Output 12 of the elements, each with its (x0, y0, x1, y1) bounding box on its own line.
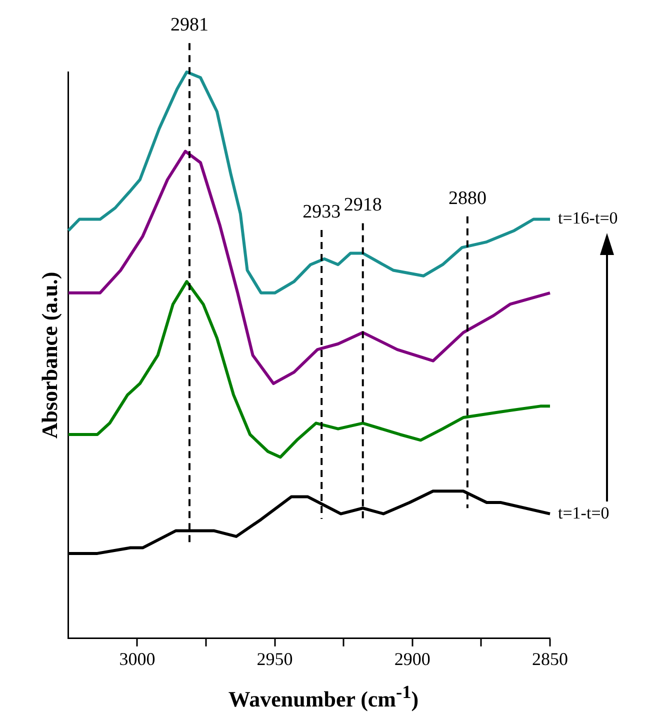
ref-line-label: 2981 (170, 14, 208, 36)
ref-line-label: 2880 (448, 188, 486, 209)
y-axis-title: Absorbance (a.u.) (36, 272, 62, 439)
series-label: t=1-t=0 (558, 503, 610, 522)
x-axis-title: Wavenumber (cm$^{-1}$) (227, 682, 420, 712)
series-label: t=16-t=0 (558, 208, 618, 228)
x-tick-label: 2850 (532, 648, 568, 669)
x-tick-label: 3000 (119, 648, 156, 669)
x-tick-label: 2950 (256, 648, 293, 669)
x-tick-label: 2900 (394, 648, 430, 669)
ref-line-label: 2918 (344, 194, 382, 216)
ref-line-label: 2933 (302, 202, 341, 223)
